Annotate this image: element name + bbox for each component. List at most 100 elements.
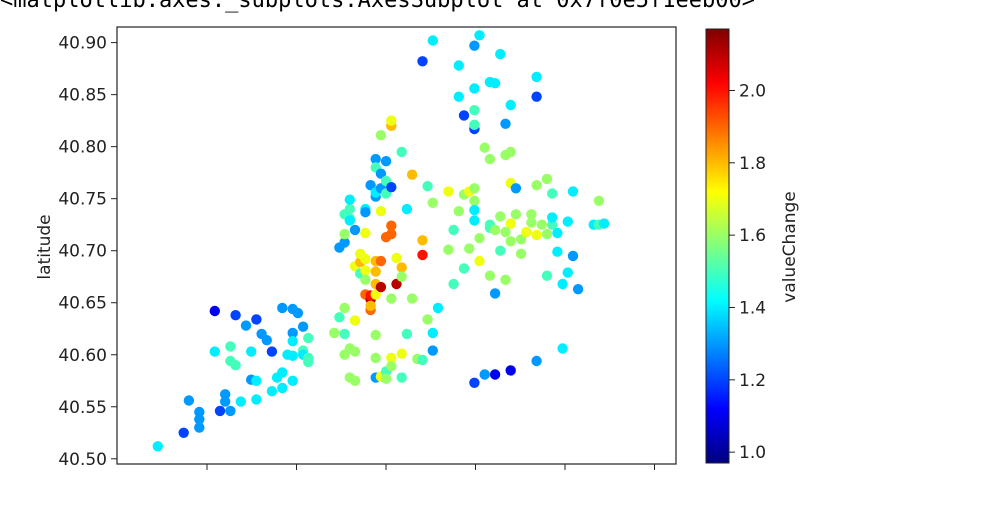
data-point bbox=[406, 293, 418, 304]
data-point bbox=[422, 181, 433, 192]
data-point bbox=[292, 307, 304, 319]
data-point bbox=[422, 314, 433, 325]
data-point bbox=[334, 312, 345, 323]
data-point bbox=[505, 365, 516, 376]
colorbar-tick-label: 1.2 bbox=[739, 371, 766, 391]
colorbar-tick-label: 1.4 bbox=[739, 298, 766, 318]
data-point bbox=[531, 71, 542, 83]
data-point bbox=[360, 253, 371, 265]
data-point bbox=[360, 265, 371, 276]
data-point bbox=[266, 346, 278, 357]
data-point bbox=[495, 211, 506, 222]
data-point bbox=[448, 278, 459, 290]
data-point bbox=[479, 369, 490, 380]
data-point bbox=[479, 142, 490, 153]
data-point bbox=[474, 30, 485, 41]
data-point bbox=[417, 249, 428, 261]
data-point bbox=[469, 183, 480, 194]
data-point bbox=[375, 130, 387, 141]
colorbar-tick-label: 1.0 bbox=[739, 443, 766, 463]
data-point bbox=[386, 115, 397, 126]
data-point bbox=[246, 346, 257, 357]
data-point bbox=[235, 396, 246, 407]
data-point bbox=[495, 245, 506, 256]
data-point bbox=[427, 327, 438, 339]
data-point bbox=[598, 218, 610, 229]
data-point bbox=[417, 235, 428, 246]
data-point bbox=[495, 48, 506, 60]
y-tick-label: 40.50 bbox=[58, 450, 107, 470]
data-point bbox=[557, 278, 568, 290]
data-point bbox=[386, 228, 397, 240]
data-point bbox=[349, 315, 361, 326]
data-point bbox=[489, 224, 501, 236]
data-point bbox=[469, 105, 480, 116]
data-point bbox=[505, 99, 516, 111]
data-point bbox=[287, 327, 298, 339]
data-point bbox=[386, 293, 397, 304]
y-tick-label: 40.75 bbox=[58, 190, 107, 210]
data-point bbox=[396, 348, 407, 359]
data-point bbox=[401, 203, 413, 215]
data-point bbox=[427, 345, 438, 356]
data-point bbox=[448, 224, 459, 236]
data-point bbox=[391, 278, 402, 290]
data-point bbox=[339, 228, 350, 240]
data-point bbox=[344, 215, 355, 226]
data-point bbox=[339, 237, 350, 248]
data-point bbox=[365, 180, 376, 191]
data-point bbox=[458, 263, 470, 274]
data-point bbox=[547, 212, 558, 223]
data-point bbox=[396, 271, 407, 282]
data-point bbox=[344, 203, 355, 215]
colorbar-tick-label: 1.6 bbox=[739, 226, 766, 246]
data-point bbox=[220, 389, 231, 400]
y-tick-label: 40.90 bbox=[58, 34, 107, 54]
data-point bbox=[396, 262, 407, 273]
data-point bbox=[183, 395, 195, 406]
data-point bbox=[230, 360, 241, 371]
data-point bbox=[500, 226, 511, 238]
data-point bbox=[567, 186, 579, 197]
data-point bbox=[251, 314, 262, 325]
data-point bbox=[370, 289, 381, 300]
y-tick-label: 40.70 bbox=[58, 242, 107, 262]
data-point bbox=[277, 367, 288, 378]
data-point bbox=[515, 234, 527, 245]
data-point bbox=[380, 373, 392, 384]
data-point bbox=[225, 341, 236, 352]
data-point bbox=[194, 406, 205, 418]
data-point bbox=[375, 206, 387, 217]
data-point bbox=[484, 270, 496, 281]
y-tick-label: 40.60 bbox=[58, 346, 107, 366]
data-point bbox=[562, 216, 573, 227]
data-point bbox=[406, 169, 418, 180]
data-point bbox=[360, 274, 371, 285]
data-point bbox=[360, 207, 371, 218]
data-point bbox=[417, 354, 428, 366]
data-point bbox=[489, 369, 501, 380]
data-point bbox=[453, 91, 464, 102]
data-point bbox=[386, 352, 397, 364]
data-point bbox=[541, 173, 553, 185]
colorbar bbox=[705, 28, 730, 464]
data-point bbox=[432, 302, 444, 314]
data-point bbox=[531, 355, 542, 367]
y-tick-label: 40.85 bbox=[58, 86, 107, 106]
data-point bbox=[541, 270, 553, 281]
data-point bbox=[484, 153, 496, 165]
data-point bbox=[469, 377, 480, 388]
data-point bbox=[552, 246, 563, 257]
data-point bbox=[251, 375, 262, 386]
data-point bbox=[458, 110, 470, 121]
data-point bbox=[541, 228, 553, 240]
y-axis-label: latitude bbox=[35, 214, 55, 279]
data-point bbox=[547, 188, 558, 199]
x-axis-ticks bbox=[206, 464, 655, 470]
data-point bbox=[386, 182, 397, 193]
data-point bbox=[474, 233, 485, 244]
data-point bbox=[375, 281, 387, 293]
data-point bbox=[396, 146, 407, 158]
data-point bbox=[220, 396, 231, 407]
